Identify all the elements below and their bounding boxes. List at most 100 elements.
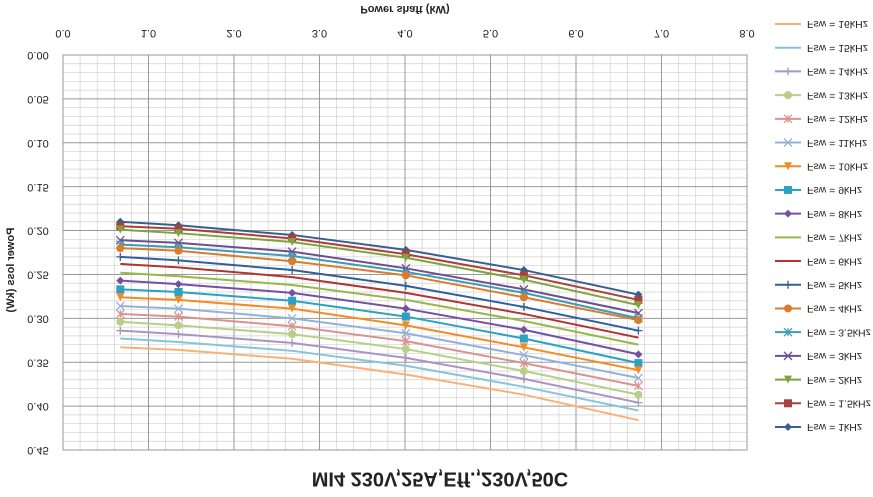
marker <box>174 256 183 265</box>
marker <box>401 345 410 354</box>
legend-label: Fsw = 16kHz <box>807 18 868 30</box>
x-axis-title: Power shaft (kW) <box>360 3 450 15</box>
marker <box>115 309 125 319</box>
marker <box>634 326 643 335</box>
y-tick-label: 0.10 <box>27 137 48 149</box>
marker <box>174 229 183 238</box>
marker <box>115 301 125 311</box>
series-line <box>120 305 639 380</box>
marker <box>401 271 410 280</box>
marker <box>174 295 183 304</box>
marker <box>174 330 183 339</box>
legend-label: Fsw = 12kHz <box>807 113 868 125</box>
legend-label: Fsw = 4kHz <box>807 303 862 315</box>
legend-label: Fsw = 11kHz <box>807 137 867 149</box>
marker <box>288 288 297 297</box>
marker <box>116 252 125 261</box>
marker <box>519 334 528 343</box>
legend-label: Fsw = 5kHz <box>807 279 862 291</box>
marker <box>519 374 528 383</box>
marker <box>116 317 125 326</box>
marker <box>116 276 125 285</box>
legend-label: Fsw = 1.5kHz <box>807 398 871 410</box>
x-tick-label: 3.0 <box>312 27 327 39</box>
marker <box>173 304 183 314</box>
marker <box>116 293 125 302</box>
marker <box>784 91 792 100</box>
legend-label: Fsw = 10kHz <box>807 160 868 172</box>
series-line <box>120 262 639 339</box>
series-line <box>120 239 639 315</box>
marker <box>401 336 411 346</box>
marker <box>784 423 792 431</box>
legend-label: Fsw = 13kHz <box>807 89 868 101</box>
marker <box>783 114 793 124</box>
marker <box>116 225 125 234</box>
marker <box>634 350 643 359</box>
marker <box>174 224 183 233</box>
y-tick-label: 0.40 <box>27 400 48 412</box>
marker <box>783 138 793 147</box>
marker <box>519 275 528 284</box>
x-tick-label: 0.0 <box>55 27 70 39</box>
marker <box>401 353 410 362</box>
marker <box>784 209 792 218</box>
marker <box>401 281 410 290</box>
series-line <box>120 220 639 296</box>
series-line <box>120 288 639 365</box>
series-line <box>120 346 639 422</box>
marker <box>287 313 297 323</box>
y-tick-label: 0.05 <box>27 93 48 105</box>
x-tick-label: 1.0 <box>141 27 156 39</box>
y-tick-label: 0.35 <box>27 356 48 368</box>
legend-label: Fsw = 6kHz <box>807 255 862 267</box>
marker <box>288 304 297 313</box>
marker <box>784 67 792 76</box>
legend-label: Fsw = 3kHz <box>807 350 862 362</box>
marker <box>784 185 792 194</box>
marker <box>288 296 297 305</box>
marker <box>783 351 793 361</box>
x-tick-label: 6.0 <box>568 27 583 39</box>
series-line <box>120 228 639 307</box>
legend-label: Fsw = 14kHz <box>807 66 868 78</box>
y-tick-label: 0.30 <box>27 312 48 324</box>
x-tick-label: 7.0 <box>654 27 669 39</box>
y-tick-label: 0.15 <box>27 181 48 193</box>
marker <box>287 321 297 331</box>
marker <box>174 288 183 296</box>
marker <box>288 237 297 246</box>
y-tick-label: 0.00 <box>27 49 48 61</box>
marker <box>174 321 183 330</box>
marker <box>784 399 792 408</box>
marker <box>401 328 411 338</box>
series-line <box>120 320 639 396</box>
legend-label: Fsw = 9kHz <box>807 184 862 196</box>
y-tick-label: 0.25 <box>27 269 48 281</box>
marker <box>519 325 528 334</box>
legend-label: Fsw = 2kHz <box>807 374 862 386</box>
legend-label: Fsw = 8kHz <box>807 208 862 220</box>
legend-label: Fsw = 7kHz <box>807 232 862 244</box>
series-line <box>120 279 639 356</box>
marker <box>634 316 643 325</box>
marker <box>519 293 528 302</box>
series-line <box>120 243 639 320</box>
marker <box>288 338 297 347</box>
marker <box>519 367 528 375</box>
y-tick-label: 0.20 <box>27 225 48 237</box>
x-tick-label: 5.0 <box>483 27 498 39</box>
marker <box>784 280 792 289</box>
marker <box>633 381 643 391</box>
x-tick-label: 4.0 <box>397 27 412 39</box>
marker <box>115 235 125 245</box>
marker <box>519 302 528 311</box>
marker <box>401 321 410 330</box>
marker <box>783 327 793 337</box>
series-line <box>120 337 639 412</box>
marker <box>288 266 297 275</box>
marker <box>288 330 297 339</box>
x-tick-label: 8.0 <box>739 27 754 39</box>
